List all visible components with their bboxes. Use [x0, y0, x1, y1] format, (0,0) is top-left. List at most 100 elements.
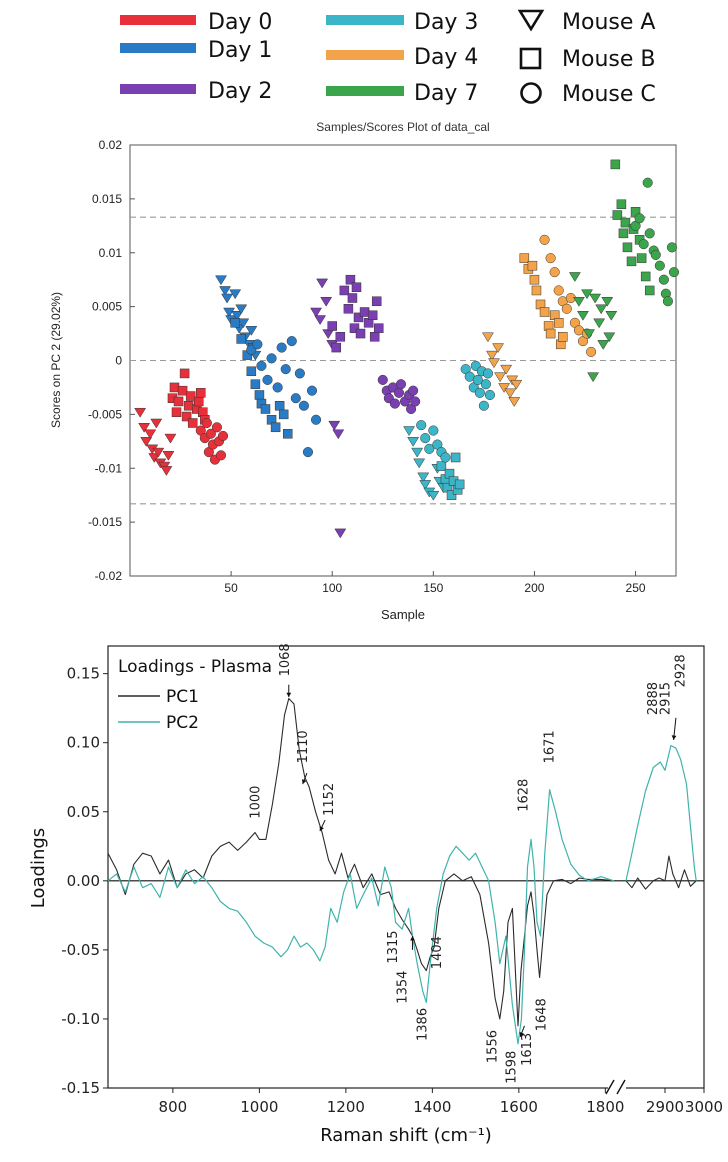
scores-point-mouse-a	[150, 418, 163, 429]
scores-y-axis-label: Scores on PC 2 (29.02%)	[49, 292, 63, 428]
scores-point-mouse-a	[508, 397, 521, 407]
scores-point-mouse-b	[612, 210, 623, 220]
scores-point-mouse-c	[262, 374, 273, 385]
scores-point-mouse-c	[395, 379, 407, 390]
peak-annotation-1110: 1110	[296, 730, 311, 763]
scores-point-mouse-a	[245, 326, 258, 336]
scores-point-mouse-a	[510, 379, 523, 390]
peak-annotation-1404: 1404	[430, 936, 445, 969]
scores-point-mouse-c	[658, 274, 669, 285]
scores-point-mouse-a	[314, 315, 327, 326]
scores-point-mouse-a	[160, 466, 173, 476]
scores-point-mouse-c	[256, 360, 267, 371]
scores-point-mouse-b	[173, 396, 184, 407]
scores-point-mouse-c	[561, 303, 572, 314]
scores-point-mouse-b	[450, 452, 461, 463]
loadings-y-tick-label: 0.15	[67, 665, 100, 683]
scores-point-mouse-c	[290, 393, 301, 404]
scores-point-mouse-a	[164, 433, 177, 444]
scores-point-mouse-b	[169, 382, 180, 393]
scores-point-mouse-b	[640, 271, 651, 282]
loadings-y-tick-label: 0.10	[67, 734, 100, 752]
scores-point-mouse-c	[638, 239, 649, 250]
scores-point-mouse-b	[353, 312, 364, 323]
peak-arrow-head	[301, 779, 307, 785]
scores-point-mouse-b	[270, 422, 281, 433]
scores-point-mouse-c	[545, 253, 556, 264]
scores-point-mouse-a	[138, 423, 151, 433]
scores-point-mouse-a	[417, 472, 430, 483]
peak-annotation-1613: 1613	[520, 1033, 535, 1066]
scores-chart-title: Samples/Scores Plot of data_cal	[316, 120, 489, 134]
scores-point-mouse-c	[294, 368, 305, 379]
scores-y-tick-label: 0.02	[99, 138, 123, 152]
scores-point-mouse-b	[622, 242, 633, 253]
scores-points	[134, 159, 680, 539]
loadings-x-tick-label: 1200	[327, 1098, 365, 1116]
scores-point-mouse-a	[481, 332, 494, 343]
peak-annotation-2888: 2888	[646, 682, 661, 715]
scores-point-mouse-c	[650, 249, 661, 260]
scores-point-mouse-a	[148, 453, 161, 463]
peak-annotation-1556: 1556	[485, 1030, 500, 1063]
scores-point-mouse-a	[504, 388, 517, 399]
loadings-y-axis-label: Loadings	[28, 828, 49, 908]
scores-point-mouse-b	[343, 304, 354, 314]
scores-point-mouse-c	[480, 379, 491, 390]
scores-point-mouse-a	[498, 383, 511, 393]
scores-point-mouse-c	[205, 428, 216, 439]
scores-point-mouse-c	[286, 336, 297, 347]
scores-y-tick-label: 0	[115, 354, 122, 368]
scores-point-mouse-b	[527, 260, 538, 271]
loadings-line-pc1	[107, 697, 615, 1027]
scores-point-mouse-a	[605, 310, 618, 321]
loadings-line-pc2	[625, 744, 697, 881]
legend-swatch-day7	[326, 86, 404, 96]
scores-point-mouse-b	[349, 323, 360, 333]
scores-point-mouse-b	[367, 310, 378, 320]
scores-point-mouse-c	[393, 387, 405, 398]
scores-point-mouse-c	[408, 385, 419, 396]
scores-point-mouse-c	[252, 339, 263, 350]
loadings-x-tick-label: 3000	[685, 1098, 723, 1116]
scores-point-mouse-b	[339, 285, 350, 296]
scores-point-mouse-b	[373, 323, 384, 333]
scores-point-mouse-a	[413, 458, 426, 469]
scores-point-mouse-a	[583, 329, 595, 340]
scores-point-mouse-b	[454, 479, 465, 490]
scores-point-mouse-a	[332, 429, 345, 440]
scores-point-mouse-b	[351, 282, 362, 292]
scores-y-tick-label: 0.005	[92, 300, 122, 314]
scores-point-mouse-a	[235, 304, 248, 315]
scores-x-tick-label: 200	[524, 581, 544, 595]
scores-point-mouse-c	[484, 389, 496, 401]
legend-swatch-day0	[120, 15, 196, 25]
scores-point-mouse-a	[577, 310, 589, 321]
scores-point-mouse-a	[310, 307, 322, 318]
peak-annotation-1152: 1152	[322, 783, 337, 816]
loadings-x-axis-label: Raman shift (cm⁻¹)	[320, 1125, 492, 1146]
scores-point-mouse-b	[246, 366, 257, 377]
peak-arrow-head	[410, 936, 415, 941]
legend-label-day1: Day 1	[208, 38, 272, 63]
scores-point-mouse-a	[320, 296, 333, 307]
scores-point-mouse-b	[620, 217, 631, 228]
loadings-line-pc2	[107, 789, 615, 1045]
scores-x-tick-label: 50	[224, 581, 238, 595]
legend-swatch-day4	[326, 50, 404, 60]
scores-point-mouse-c	[416, 420, 427, 431]
scores-point-mouse-b	[553, 318, 564, 328]
loadings-y-tick-label: 0.05	[67, 803, 100, 821]
scores-point-mouse-a	[486, 350, 498, 361]
scores-point-mouse-c	[306, 385, 318, 396]
scores-point-mouse-c	[276, 342, 287, 353]
legend-label-day7: Day 7	[414, 81, 478, 106]
scores-point-mouse-b	[179, 368, 190, 379]
legend-label-mouse-c: Mouse C	[562, 82, 656, 107]
scores-point-mouse-c	[668, 267, 680, 278]
scores-point-mouse-a	[568, 272, 581, 282]
scores-point-mouse-c	[472, 374, 483, 385]
scores-point-mouse-b	[616, 199, 627, 210]
scores-point-mouse-b	[331, 342, 342, 353]
scores-point-mouse-a	[494, 372, 507, 383]
